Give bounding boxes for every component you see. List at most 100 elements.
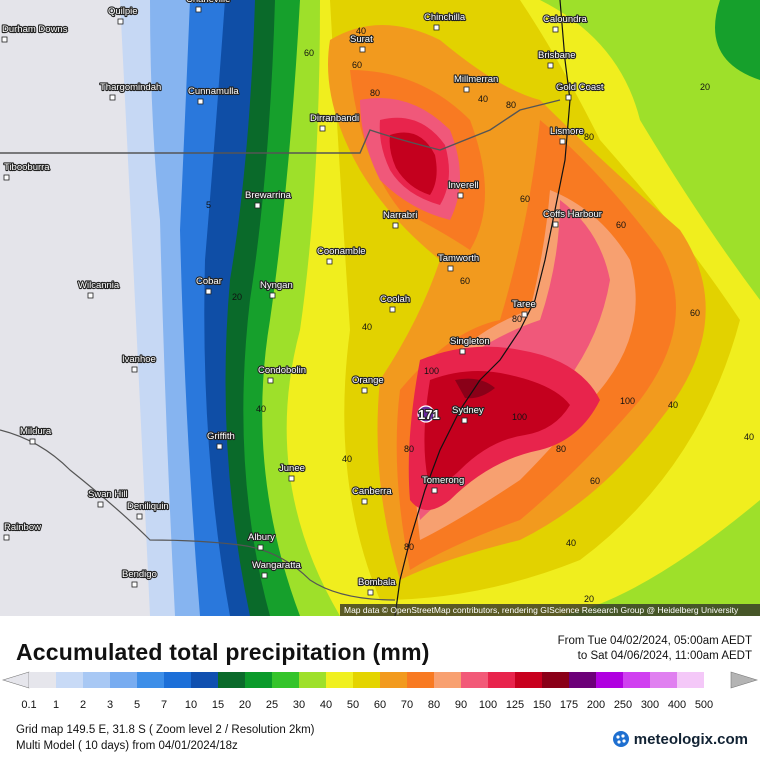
city-marker [326,258,333,265]
contour-label: 80 [584,132,594,142]
scale-tick-label: 20 [239,699,251,711]
city-caloundra: Caloundra [542,13,589,33]
max-value-label: 171 [418,407,440,422]
city-marker [97,501,104,508]
scale-tick-label: 250 [614,699,632,711]
contour-label: 60 [590,476,600,486]
scale-tick-label: 10 [185,699,197,711]
legend-title: Accumulated total precipitation (mm) [16,639,430,665]
city-marker [1,36,8,43]
city-marker [117,18,124,25]
contour-label: 40 [256,404,266,414]
city-label: Taree [512,299,536,310]
contour-label: 20 [232,292,242,302]
scale-tick-label: 150 [533,699,551,711]
city-deniliquin: Deniliquin [126,500,170,520]
city-label: Junee [279,463,305,474]
contour-label: 80 [404,542,414,552]
contour-label: 60 [460,276,470,286]
scale-swatch [29,672,57,688]
city-marker [521,311,528,318]
city-marker [459,348,466,355]
scale-swatch [218,672,246,688]
scale-swatch [380,672,408,688]
city-label: Mildura [20,426,52,437]
city-brisbane: Brisbane [537,49,577,69]
city-marker [389,306,396,313]
city-label: Bombala [358,577,396,588]
city-label: Chinchilla [424,12,466,23]
city-label: Dirranbandi [310,113,359,124]
city-narrabri: Narrabri [382,209,418,229]
city-label: Millmerran [454,74,498,85]
city-brewarrina: Brewarrina [244,189,293,209]
city-inverell: Inverell [447,179,480,199]
scale-swatch [245,672,273,688]
contour-label: 60 [304,48,314,58]
city-marker [361,387,368,394]
period-to: to Sat 04/06/2024, 11:00am AEDT [577,650,752,662]
city-label: Narrabri [383,210,417,221]
scale-swatch [650,672,678,688]
city-marker [565,94,572,101]
scale-swatch [542,672,570,688]
contour-label: 80 [556,444,566,454]
brand-logo[interactable]: meteologix.com [612,730,748,748]
scale-tick-label: 30 [293,699,305,711]
contour-label: 40 [356,26,366,36]
city-wangaratta: Wangaratta [251,559,303,579]
city-label: Tomerong [422,475,464,486]
contour-label: 60 [352,60,362,70]
city-marker [267,377,274,384]
scale-swatch [704,672,732,688]
city-label: Orange [352,375,384,386]
contour-label: 60 [616,220,626,230]
city-durham-downs: Durham Downs [1,23,69,43]
scale-swatch [353,672,381,688]
contour-label: 40 [744,432,754,442]
contour-label: 80 [512,314,522,324]
city-albury: Albury [247,531,276,551]
city-singleton: Singleton [449,335,491,355]
contour-label: 80 [370,88,380,98]
city-cobar: Cobar [195,275,223,295]
city-gold-coast: Gold Coast [555,81,605,101]
scale-tick-label: 7 [161,699,167,711]
precipitation-map[interactable]: Quilpie Durham Downs Charleville Surat Chinc… [0,0,760,616]
city-label: Caloundra [543,14,588,25]
scale-swatch [434,672,462,688]
city-marker [392,222,399,229]
contour-label: 60 [690,308,700,318]
color-scale: 0.1 1 2 3 5 7 10 15 20 25 30 40 50 60 70 80 90 100 125 150 1… [1,671,759,711]
contour-label: 20 [700,82,710,92]
city-marker [257,544,264,551]
scale-swatch [326,672,354,688]
contour-label: 100 [620,396,635,406]
city-bendigo: Bendigo [121,568,158,588]
city-coolah: Coolah [379,293,411,313]
city-marker [254,202,261,209]
city-label: Tibooburra [4,162,50,173]
city-label: Wangaratta [252,560,301,571]
city-marker [197,98,204,105]
city-coffs-harbour: Coffs Harbour [542,208,603,228]
city-taree: Taree [511,298,537,318]
city-griffith: Griffith [206,430,236,450]
scale-swatch [623,672,651,688]
city-marker [261,572,268,579]
city-tamworth: Tamworth [437,252,480,272]
city-quilpie: Quilpie [107,5,139,25]
contour-label: 80 [404,444,414,454]
contour-label: 100 [512,412,527,422]
contour-label: 40 [342,454,352,464]
scale-tick-label: 60 [374,699,386,711]
city-charleville: Charleville [185,0,231,13]
city-swan-hill: Swan Hill [87,488,129,508]
scale-tick-label: 2 [80,699,86,711]
city-marker [367,589,374,596]
scale-tick-label: 1 [53,699,59,711]
city-marker [205,288,212,295]
city-marker [288,475,295,482]
scale-tick-label: 200 [587,699,605,711]
city-tibooburra: Tibooburra [3,161,51,181]
